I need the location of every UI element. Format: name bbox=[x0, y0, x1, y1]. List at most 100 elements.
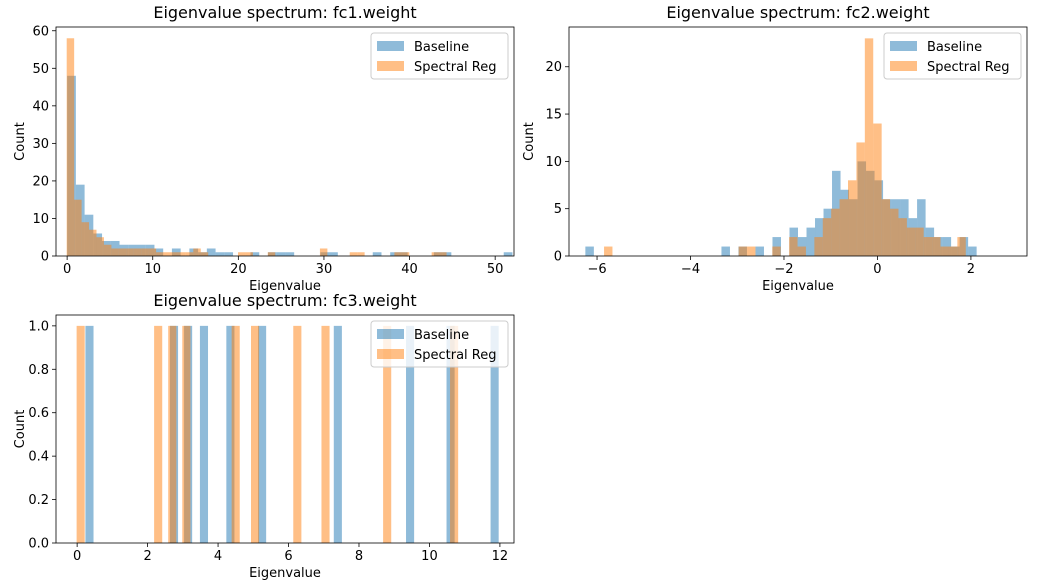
histogram-bar bbox=[321, 325, 330, 543]
histogram-bar bbox=[394, 252, 402, 256]
histogram-bar bbox=[185, 252, 194, 256]
histogram-bar bbox=[215, 252, 225, 256]
x-tick-label: 10 bbox=[144, 262, 161, 277]
histogram-bar bbox=[839, 199, 848, 256]
histogram-bar bbox=[126, 248, 134, 256]
histogram-bar bbox=[604, 246, 613, 256]
histogram-bar bbox=[932, 237, 941, 256]
histogram-bar bbox=[940, 246, 949, 256]
axes-frame bbox=[568, 26, 1028, 257]
x-tick-label: −2 bbox=[774, 262, 793, 277]
x-tick-label: 50 bbox=[487, 262, 504, 277]
legend-label: Baseline bbox=[927, 40, 982, 55]
y-tick-label: 0 bbox=[554, 250, 562, 265]
histogram-bar bbox=[245, 252, 253, 256]
histogram-bar bbox=[178, 252, 186, 256]
legend-swatch bbox=[377, 329, 404, 339]
y-axis-label: Count bbox=[13, 410, 28, 449]
histogram-bar bbox=[170, 252, 179, 256]
histogram-bar bbox=[957, 237, 966, 256]
y-tick-label: 60 bbox=[32, 24, 49, 39]
histogram-bar bbox=[285, 252, 295, 256]
histogram-bar bbox=[831, 208, 840, 256]
histogram-bar bbox=[329, 252, 338, 256]
histogram-bar bbox=[66, 38, 75, 257]
x-axis-label: Eigenvalue bbox=[249, 566, 321, 581]
histogram-bar bbox=[890, 208, 899, 256]
histogram-bar bbox=[231, 325, 240, 543]
histogram-bar bbox=[585, 246, 594, 256]
histogram-bar bbox=[163, 252, 171, 256]
histogram-bar bbox=[250, 252, 260, 256]
histogram-bar bbox=[401, 252, 410, 256]
legend-box bbox=[370, 32, 509, 80]
histogram-bar bbox=[856, 142, 865, 256]
histogram-bar bbox=[168, 325, 177, 543]
x-tick-label: 2 bbox=[143, 549, 151, 564]
bars bbox=[585, 38, 977, 257]
histogram-bar bbox=[772, 237, 781, 256]
y-tick-label: 20 bbox=[32, 174, 49, 189]
histogram-bar bbox=[251, 325, 260, 543]
histogram-bar bbox=[755, 246, 764, 256]
series-spectral-reg bbox=[66, 38, 447, 257]
histogram-bar bbox=[848, 180, 857, 256]
histogram-bar bbox=[357, 252, 365, 256]
histogram-bar bbox=[199, 325, 209, 543]
histogram-bar bbox=[267, 252, 276, 256]
histogram-bar bbox=[171, 248, 181, 256]
histogram-bar bbox=[439, 252, 447, 256]
x-tick-label: 4 bbox=[214, 549, 222, 564]
histogram-bar bbox=[968, 246, 977, 256]
x-tick-label: 40 bbox=[401, 262, 418, 277]
legend-label: Spectral Reg bbox=[414, 60, 497, 75]
histogram-bar bbox=[74, 199, 82, 256]
histogram-bar bbox=[89, 229, 97, 256]
y-axis-label: Count bbox=[522, 122, 537, 161]
y-tick-label: 20 bbox=[545, 60, 562, 75]
series-spectral-reg bbox=[604, 38, 966, 257]
x-axis-label: Eigenvalue bbox=[762, 279, 834, 294]
histogram-bar bbox=[806, 227, 816, 256]
y-tick-label: 0.2 bbox=[28, 493, 49, 508]
histogram-bar bbox=[103, 244, 112, 256]
histogram-bar bbox=[96, 237, 104, 256]
histogram-bar bbox=[81, 222, 90, 256]
legend-swatch bbox=[377, 61, 404, 71]
histogram-bar bbox=[110, 240, 120, 256]
histogram-bar bbox=[814, 237, 823, 256]
histogram-bar bbox=[133, 248, 142, 256]
histogram-bar bbox=[942, 237, 952, 256]
histogram-bar bbox=[864, 38, 874, 256]
histogram-bar bbox=[442, 252, 452, 256]
histogram-bar bbox=[293, 325, 302, 543]
x-tick-label: 6 bbox=[284, 549, 292, 564]
chart-title: Eigenvalue spectrum: fc2.weight bbox=[666, 3, 929, 22]
x-tick-label: 0 bbox=[873, 262, 881, 277]
x-tick-label: −6 bbox=[587, 262, 606, 277]
histogram-bar bbox=[333, 325, 342, 543]
x-axis-label: Eigenvalue bbox=[249, 279, 321, 294]
x-tick-label: 2 bbox=[967, 262, 975, 277]
panel-fc1: 0 10 20 30 40 50 0 10 20 30 40 50 60 Eigenvalue spect… bbox=[13, 3, 515, 294]
y-tick-label: 15 bbox=[545, 108, 562, 123]
y-tick-label: 0.0 bbox=[28, 537, 49, 552]
y-tick-label: 10 bbox=[545, 155, 562, 170]
legend-box bbox=[370, 320, 509, 368]
x-tick-label: 10 bbox=[421, 549, 438, 564]
histogram-bar bbox=[182, 325, 191, 543]
histogram-bar bbox=[772, 246, 781, 256]
legend-label: Spectral Reg bbox=[414, 348, 497, 363]
legend-swatch bbox=[377, 349, 404, 359]
y-tick-label: 0.6 bbox=[28, 406, 49, 421]
histogram-bar bbox=[503, 252, 513, 256]
y-tick-label: 40 bbox=[32, 99, 49, 114]
histogram-bar bbox=[154, 248, 164, 256]
histogram-bar bbox=[200, 252, 209, 256]
y-tick-label: 5 bbox=[554, 202, 562, 217]
histogram-bar bbox=[948, 246, 958, 256]
y-tick-label: 0.4 bbox=[28, 450, 49, 465]
chart-title: Eigenvalue spectrum: fc1.weight bbox=[153, 3, 416, 22]
x-tick-label: 8 bbox=[355, 549, 363, 564]
